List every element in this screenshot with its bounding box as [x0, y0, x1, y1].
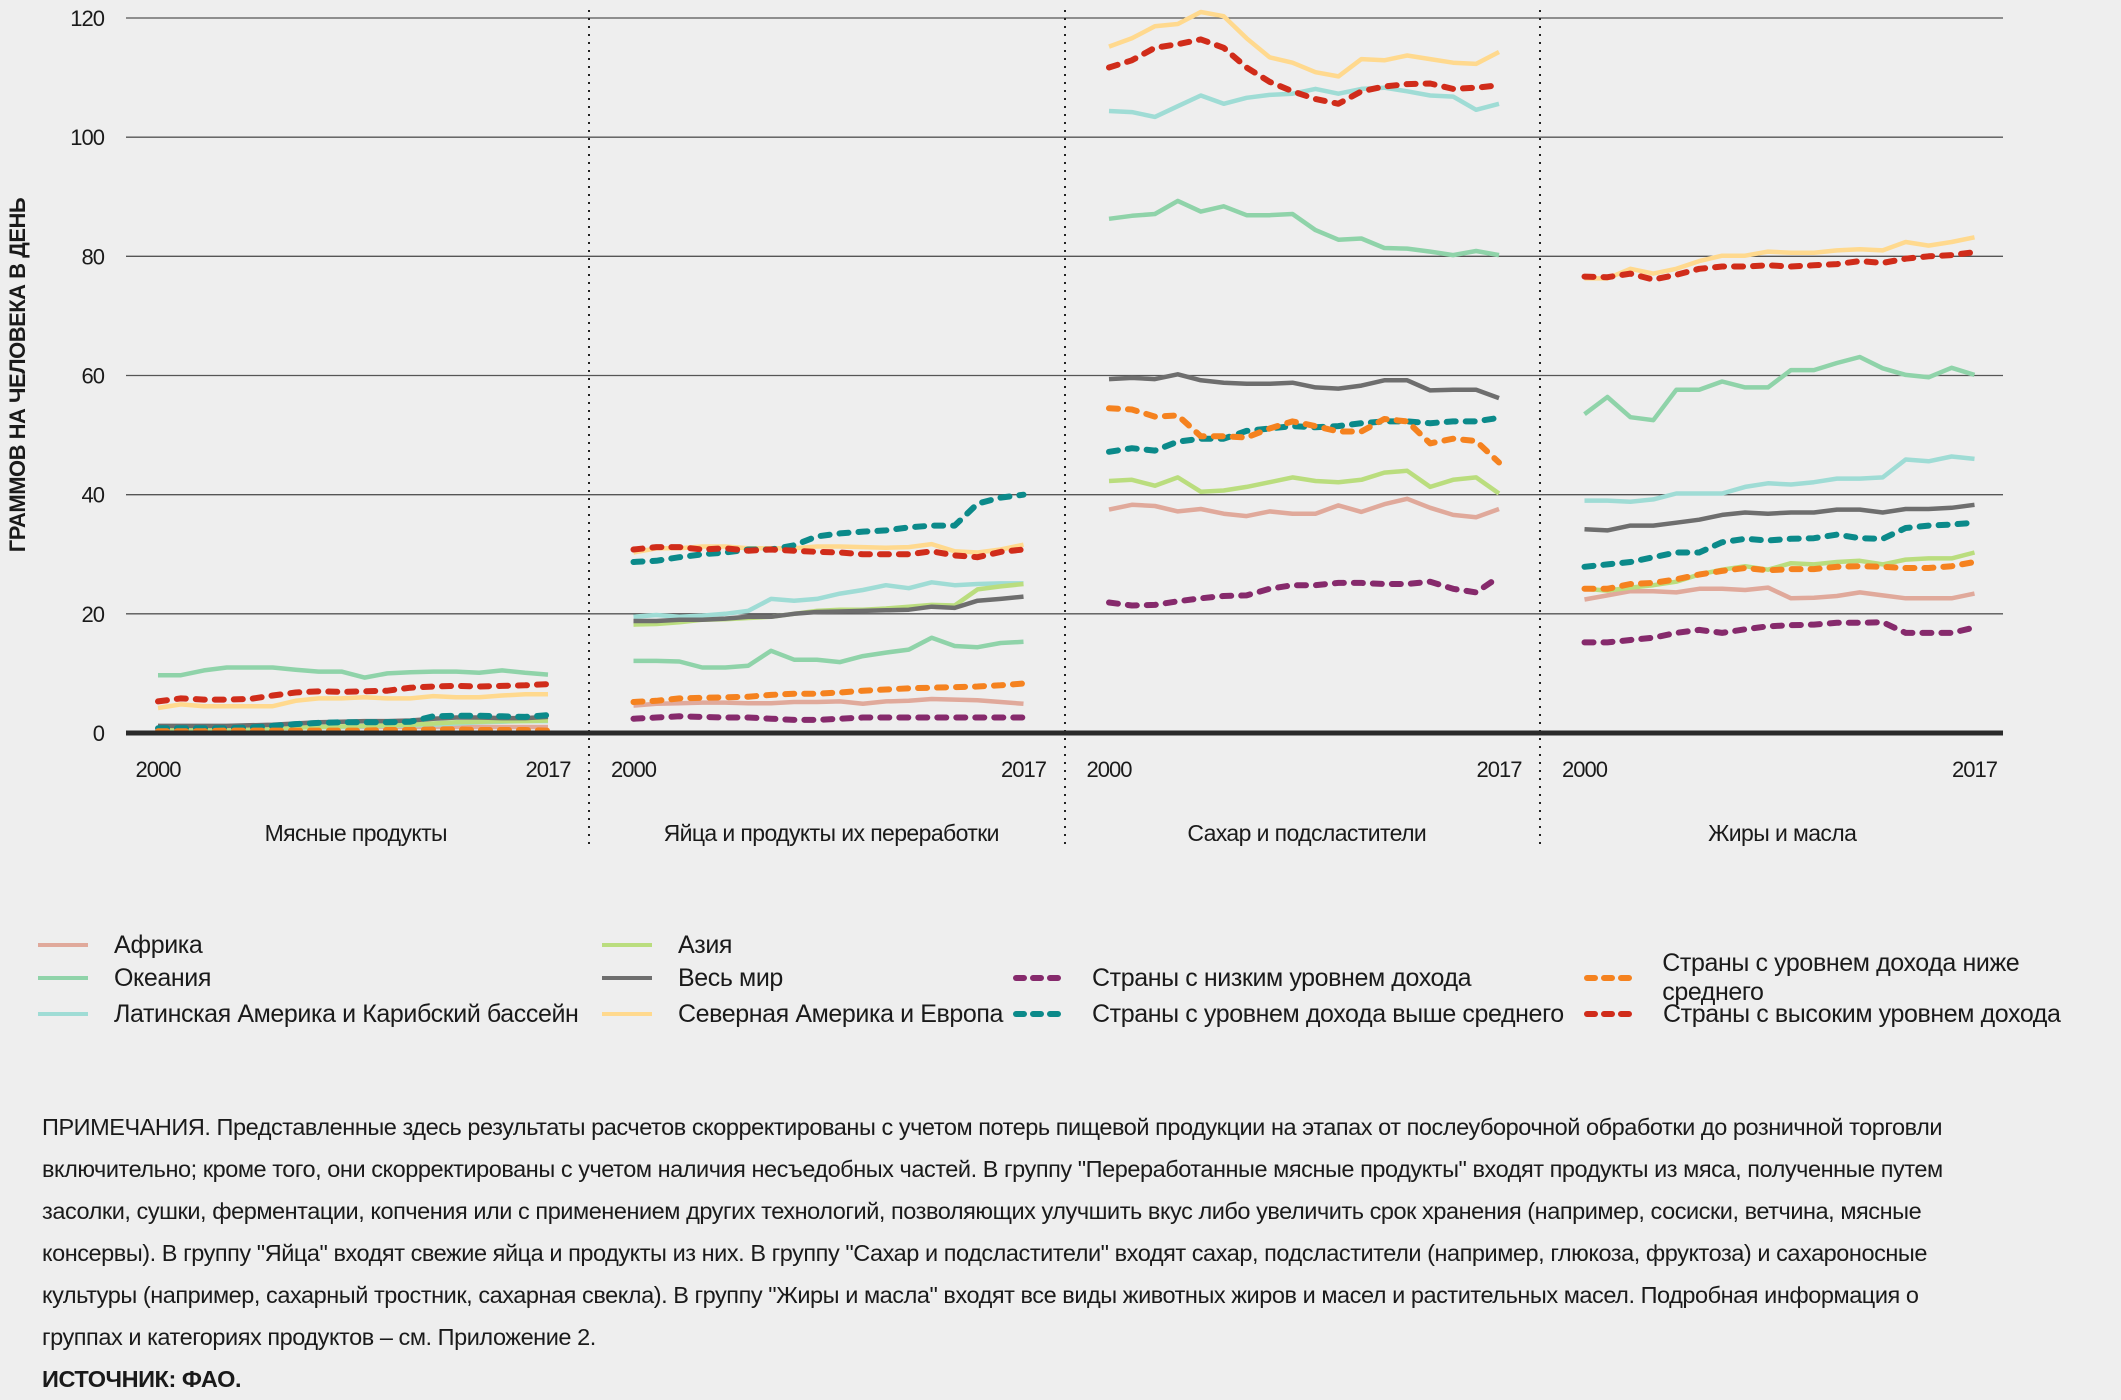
legend-label: Весь мир: [678, 963, 783, 992]
legend-item-high: Страны с высоким уровнем дохода: [1583, 999, 2061, 1029]
notes-line: группах и категориях продуктов – см. При…: [42, 1324, 596, 1350]
x-tick-label: 2017: [526, 757, 572, 782]
y-tick-label: 100: [70, 125, 104, 150]
x-tick-label: 2017: [1001, 757, 1047, 782]
panel-label: Яйца и продукты их переработки: [664, 820, 999, 846]
legend-label: Страны с уровнем дохода выше среднего: [1092, 999, 1564, 1028]
series-line-world: [1584, 502, 1975, 533]
legend-item-low: Страны с низким уровнем дохода: [1012, 963, 1472, 993]
y-tick-label: 60: [82, 364, 105, 389]
notes: ПРИМЕЧАНИЯ. Представленные здесь результ…: [42, 1106, 2102, 1400]
legend-label: Страны с высоким уровнем дохода: [1663, 999, 2061, 1028]
legend-item-oceania: Океания: [34, 963, 211, 993]
legend-swatch: [1584, 1011, 1640, 1017]
series-line-low: [630, 713, 1027, 723]
series-line-na_eu: [1584, 235, 1975, 281]
y-tick-label: 0: [93, 721, 105, 746]
legend-item-na_eu: Северная Америка и Европа: [598, 999, 1003, 1029]
legend-label: Северная Америка и Европа: [678, 999, 1004, 1028]
legend-label: Страны с низким уровнем дохода: [1092, 963, 1472, 992]
series-line-upper_mid: [1581, 519, 1978, 570]
series-line-high: [630, 544, 1027, 561]
x-tick-label: 2000: [1087, 757, 1133, 782]
series-line-latam: [1108, 85, 1500, 120]
legend-swatch: [1013, 975, 1069, 981]
line-chart: 0 20 40 60 80 100 120 2000 2017 Мясные продукты 20…: [70, 6, 2003, 848]
series-line-world: [633, 594, 1024, 624]
series-line-latam: [633, 580, 1024, 620]
legend-item-upper_mid: Страны с уровнем дохода выше среднего: [1012, 999, 1564, 1029]
x-tick-label: 2000: [611, 757, 657, 782]
series-line-africa: [1108, 496, 1500, 520]
x-tick-label: 2000: [136, 757, 182, 782]
notes-line: консервы). В группу "Яйца" входят свежие…: [42, 1240, 1927, 1266]
legend-swatch: [38, 976, 88, 980]
notes-line: культуры (например, сахарный тростник, с…: [42, 1282, 1919, 1308]
series-line-upper_mid: [1106, 414, 1502, 455]
legend-label: Океания: [114, 963, 211, 992]
notes-line: включительно; кроме того, они скорректир…: [42, 1156, 1943, 1182]
legend-item-asia: Азия: [598, 930, 732, 960]
legend-swatch: [38, 943, 88, 947]
legend-label: Азия: [678, 930, 733, 959]
panel-label: Мясные продукты: [265, 820, 447, 846]
series-line-oceania: [158, 665, 549, 680]
source-note: ИСТОЧНИК: ФАО.: [42, 1366, 242, 1392]
x-tick-label: 2017: [1477, 757, 1523, 782]
series-line-oceania: [1583, 354, 1976, 423]
legend-item-world: Весь мир: [598, 963, 783, 993]
series-line-africa: [1584, 585, 1975, 602]
series-line-world: [1108, 372, 1500, 401]
legend-swatch: [1013, 1011, 1069, 1017]
series-line-latam: [1584, 454, 1975, 505]
y-axis-title: ГРАММОВ НА ЧЕЛОВЕКА В ДЕНЬ: [5, 197, 30, 553]
legend-swatch: [602, 976, 652, 980]
series-line-oceania: [1108, 198, 1500, 258]
legend-item-africa: Африка: [34, 930, 203, 960]
legend-label: Латинская Америка и Карибский бассейн: [114, 999, 579, 1028]
series-line-high: [155, 681, 551, 705]
panel-label: Сахар и подсластители: [1187, 820, 1426, 846]
legend-swatch: [602, 943, 652, 947]
series-line-lower_mid: [1581, 559, 1978, 592]
series-line-low: [1106, 573, 1502, 609]
y-tick-label: 40: [82, 483, 105, 508]
legend-swatch: [1584, 975, 1640, 981]
legend-swatch: [602, 1012, 652, 1016]
series-line-africa: [633, 696, 1024, 708]
series-line-high: [1581, 249, 1978, 283]
series-line-asia: [1108, 468, 1501, 496]
legend-item-lower_mid: Страны с уровнем дохода ниже среднего: [1583, 949, 2121, 1006]
series-line-upper_mid: [630, 491, 1027, 565]
y-tick-label: 80: [82, 244, 105, 269]
series-line-lower_mid: [630, 680, 1027, 705]
legend-swatch: [38, 1012, 88, 1016]
x-tick-label: 2000: [1562, 757, 1608, 782]
legend-item-latam: Латинская Америка и Карибский бассейн: [34, 999, 579, 1029]
panel-label: Жиры и масла: [1708, 820, 1857, 846]
series-line-na_eu: [1108, 9, 1501, 79]
series-line-high: [1106, 36, 1502, 107]
legend-label: Страны с уровнем дохода ниже среднего: [1662, 949, 2020, 1006]
y-tick-label: 20: [82, 602, 105, 627]
legend-label: Африка: [114, 930, 203, 959]
x-tick-label: 2017: [1952, 757, 1998, 782]
notes-line: ПРИМЕЧАНИЯ. Представленные здесь результ…: [42, 1114, 1943, 1140]
series-line-oceania: [633, 635, 1024, 670]
series-line-low: [1581, 619, 1978, 646]
series-line-lower_mid: [1106, 405, 1502, 466]
notes-line: засолки, сушки, ферментации, копчения ил…: [42, 1198, 1922, 1224]
y-tick-label: 120: [70, 6, 104, 31]
series-line-na_eu: [157, 692, 548, 711]
